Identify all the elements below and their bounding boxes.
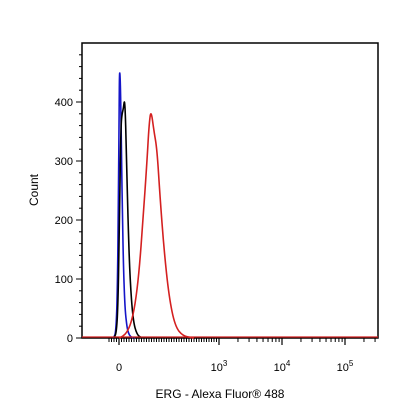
x-axis-ticks: 0 103 104 105 — [108, 338, 376, 374]
x-tick-label: 105 — [337, 359, 354, 374]
y-tick-label: 0 — [67, 333, 73, 345]
y-tick-label: 100 — [55, 274, 73, 286]
histogram-series-1 — [112, 72, 135, 339]
x-tick-label: 103 — [211, 359, 228, 374]
y-axis-title: Count — [27, 173, 41, 206]
series-layer — [82, 72, 378, 339]
y-tick-label: 200 — [55, 215, 73, 227]
plot-frame — [81, 42, 379, 339]
y-tick-label: 400 — [55, 97, 73, 109]
histogram-series-2 — [113, 101, 143, 339]
x-tick-label: 0 — [116, 362, 122, 374]
x-tick-label: 104 — [274, 359, 291, 374]
y-tick-label: 300 — [55, 156, 73, 168]
histogram-series-3 — [118, 113, 195, 339]
x-axis-title: ERG - Alexa Fluor® 488 — [156, 387, 285, 401]
y-axis-ticks: 0 100 200 300 400 — [55, 54, 82, 345]
